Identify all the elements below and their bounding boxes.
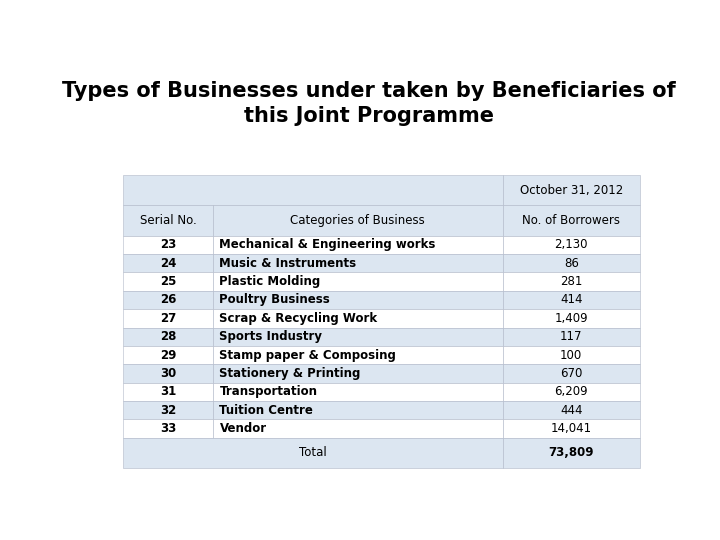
Text: 281: 281 <box>560 275 582 288</box>
FancyBboxPatch shape <box>124 383 213 401</box>
FancyBboxPatch shape <box>124 346 213 364</box>
FancyBboxPatch shape <box>124 254 213 273</box>
Text: October 31, 2012: October 31, 2012 <box>520 184 623 197</box>
Text: Total: Total <box>300 447 327 460</box>
Text: Transportation: Transportation <box>220 386 318 399</box>
FancyBboxPatch shape <box>503 438 639 468</box>
Text: 100: 100 <box>560 349 582 362</box>
FancyBboxPatch shape <box>213 273 503 291</box>
Text: 23: 23 <box>160 238 176 252</box>
FancyBboxPatch shape <box>213 235 503 254</box>
FancyBboxPatch shape <box>124 291 213 309</box>
Text: Music & Instruments: Music & Instruments <box>220 256 356 270</box>
Text: 86: 86 <box>564 256 579 270</box>
FancyBboxPatch shape <box>213 328 503 346</box>
FancyBboxPatch shape <box>213 364 503 383</box>
Text: Scrap & Recycling Work: Scrap & Recycling Work <box>220 312 377 325</box>
FancyBboxPatch shape <box>503 364 639 383</box>
FancyBboxPatch shape <box>503 383 639 401</box>
FancyBboxPatch shape <box>503 235 639 254</box>
FancyBboxPatch shape <box>124 401 213 420</box>
FancyBboxPatch shape <box>213 309 503 328</box>
Text: Categories of Business: Categories of Business <box>290 214 426 227</box>
FancyBboxPatch shape <box>503 346 639 364</box>
Text: 24: 24 <box>160 256 176 270</box>
FancyBboxPatch shape <box>503 401 639 420</box>
FancyBboxPatch shape <box>124 438 503 468</box>
FancyBboxPatch shape <box>503 273 639 291</box>
Text: 14,041: 14,041 <box>551 422 592 435</box>
Text: Sports Industry: Sports Industry <box>220 330 323 343</box>
FancyBboxPatch shape <box>213 291 503 309</box>
FancyBboxPatch shape <box>503 291 639 309</box>
Text: 26: 26 <box>160 294 176 307</box>
Text: Mechanical & Engineering works: Mechanical & Engineering works <box>220 238 436 252</box>
Text: Tuition Centre: Tuition Centre <box>220 404 313 417</box>
Text: 414: 414 <box>560 294 582 307</box>
Text: Types of Businesses under taken by Beneficiaries of
this Joint Programme: Types of Businesses under taken by Benef… <box>62 82 676 126</box>
Text: Vendor: Vendor <box>220 422 266 435</box>
Text: 670: 670 <box>560 367 582 380</box>
FancyBboxPatch shape <box>503 420 639 438</box>
Text: 29: 29 <box>160 349 176 362</box>
Text: Serial No.: Serial No. <box>140 214 197 227</box>
Text: 28: 28 <box>160 330 176 343</box>
Text: 117: 117 <box>560 330 582 343</box>
FancyBboxPatch shape <box>124 175 503 205</box>
FancyBboxPatch shape <box>503 175 639 205</box>
FancyBboxPatch shape <box>124 328 213 346</box>
FancyBboxPatch shape <box>124 309 213 328</box>
FancyBboxPatch shape <box>213 420 503 438</box>
Text: 31: 31 <box>160 386 176 399</box>
Text: 444: 444 <box>560 404 582 417</box>
Text: Stationery & Printing: Stationery & Printing <box>220 367 361 380</box>
FancyBboxPatch shape <box>213 254 503 273</box>
Text: 25: 25 <box>160 275 176 288</box>
Text: 2,130: 2,130 <box>554 238 588 252</box>
FancyBboxPatch shape <box>124 364 213 383</box>
FancyBboxPatch shape <box>503 328 639 346</box>
FancyBboxPatch shape <box>124 205 213 235</box>
Text: 73,809: 73,809 <box>549 447 594 460</box>
FancyBboxPatch shape <box>213 383 503 401</box>
FancyBboxPatch shape <box>503 309 639 328</box>
FancyBboxPatch shape <box>124 273 213 291</box>
FancyBboxPatch shape <box>503 254 639 273</box>
Text: 30: 30 <box>160 367 176 380</box>
Text: 1,409: 1,409 <box>554 312 588 325</box>
Text: 32: 32 <box>160 404 176 417</box>
Text: No. of Borrowers: No. of Borrowers <box>522 214 620 227</box>
Text: Stamp paper & Composing: Stamp paper & Composing <box>220 349 396 362</box>
Text: Poultry Business: Poultry Business <box>220 294 330 307</box>
Text: Plastic Molding: Plastic Molding <box>220 275 320 288</box>
FancyBboxPatch shape <box>213 401 503 420</box>
FancyBboxPatch shape <box>213 205 503 235</box>
FancyBboxPatch shape <box>213 346 503 364</box>
Text: 33: 33 <box>160 422 176 435</box>
FancyBboxPatch shape <box>503 205 639 235</box>
Text: 27: 27 <box>160 312 176 325</box>
FancyBboxPatch shape <box>124 420 213 438</box>
FancyBboxPatch shape <box>124 235 213 254</box>
Text: 6,209: 6,209 <box>554 386 588 399</box>
